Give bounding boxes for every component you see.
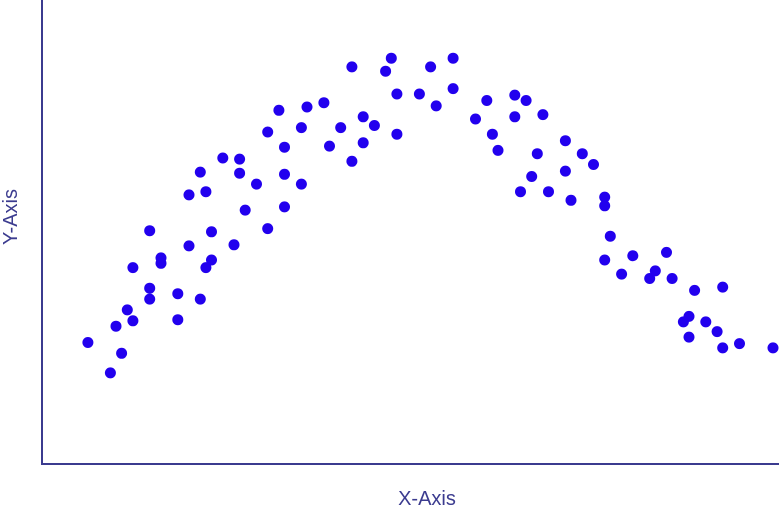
data-point: [526, 171, 538, 182]
data-point: [144, 225, 156, 237]
data-point: [689, 284, 701, 296]
data-point: [346, 61, 358, 73]
data-point: [447, 52, 459, 64]
data-point: [588, 159, 599, 170]
data-point: [144, 282, 156, 294]
data-point: [470, 113, 481, 125]
data-point: [599, 200, 611, 212]
data-point: [335, 122, 347, 134]
data-point: [273, 104, 285, 116]
data-point: [683, 331, 695, 343]
data-point: [734, 338, 745, 350]
data-point: [537, 109, 549, 121]
data-point: [509, 111, 521, 123]
data-point: [194, 166, 206, 178]
data-point: [318, 97, 330, 109]
data-point: [295, 178, 307, 190]
data-point: [104, 367, 116, 379]
data-point: [509, 89, 521, 101]
data-point: [279, 141, 290, 153]
data-point: [183, 240, 195, 252]
data-point: [200, 262, 212, 274]
data-point: [700, 316, 712, 328]
data-point: [346, 155, 358, 167]
data-point: [234, 153, 246, 165]
data-point: [380, 65, 392, 77]
data-point: [644, 273, 656, 284]
y-axis-title: Y-Axis: [0, 189, 22, 245]
data-point: [217, 152, 229, 164]
data-point: [447, 83, 459, 95]
data-point: [262, 126, 274, 138]
data-point: [599, 254, 611, 266]
data-point: [767, 342, 779, 354]
data-point: [194, 293, 206, 305]
data-point: [717, 342, 729, 354]
data-point: [425, 61, 437, 73]
data-point: [206, 226, 217, 238]
data-point: [515, 186, 526, 198]
data-point: [683, 310, 695, 322]
data-point: [357, 111, 369, 123]
data-point: [301, 101, 313, 113]
data-point: [666, 273, 678, 284]
data-point: [616, 268, 628, 280]
data-point: [262, 223, 274, 235]
data-point: [391, 88, 403, 100]
data-point: [82, 337, 94, 348]
data-point: [155, 257, 167, 269]
data-point: [604, 230, 616, 242]
data-point: [520, 95, 532, 106]
data-point: [239, 204, 251, 216]
data-point: [172, 314, 184, 326]
data-point: [295, 122, 307, 134]
data-point: [661, 246, 672, 258]
data-point: [116, 347, 128, 359]
data-point: [531, 148, 543, 160]
data-point: [430, 100, 442, 112]
data-point: [391, 128, 403, 140]
data-point: [711, 326, 723, 338]
data-point: [206, 254, 217, 266]
data-point: [234, 167, 246, 179]
data-point: [486, 128, 498, 140]
data-point: [144, 293, 156, 305]
data-point: [565, 194, 577, 206]
data-points: [82, 52, 779, 379]
data-point: [200, 186, 212, 198]
data-point: [121, 304, 133, 316]
data-point: [413, 88, 425, 100]
data-point: [279, 201, 290, 213]
data-point: [172, 288, 184, 300]
data-point: [543, 186, 554, 198]
data-point: [357, 137, 369, 149]
data-point: [110, 320, 122, 332]
data-point: [127, 315, 139, 327]
data-point: [576, 148, 588, 160]
x-axis-title: X-Axis: [398, 488, 456, 510]
data-point: [279, 168, 290, 180]
data-point: [559, 165, 571, 177]
data-point: [481, 95, 493, 106]
data-point: [228, 239, 240, 251]
data-point: [559, 135, 571, 147]
data-point: [324, 140, 335, 152]
data-point: [492, 144, 504, 156]
data-point: [251, 178, 262, 190]
data-point: [127, 262, 139, 274]
data-point: [627, 250, 639, 262]
data-point: [717, 281, 729, 293]
data-point: [599, 191, 611, 203]
data-point: [183, 189, 195, 201]
data-point: [649, 265, 661, 277]
data-point: [385, 52, 397, 64]
data-point: [368, 120, 380, 131]
